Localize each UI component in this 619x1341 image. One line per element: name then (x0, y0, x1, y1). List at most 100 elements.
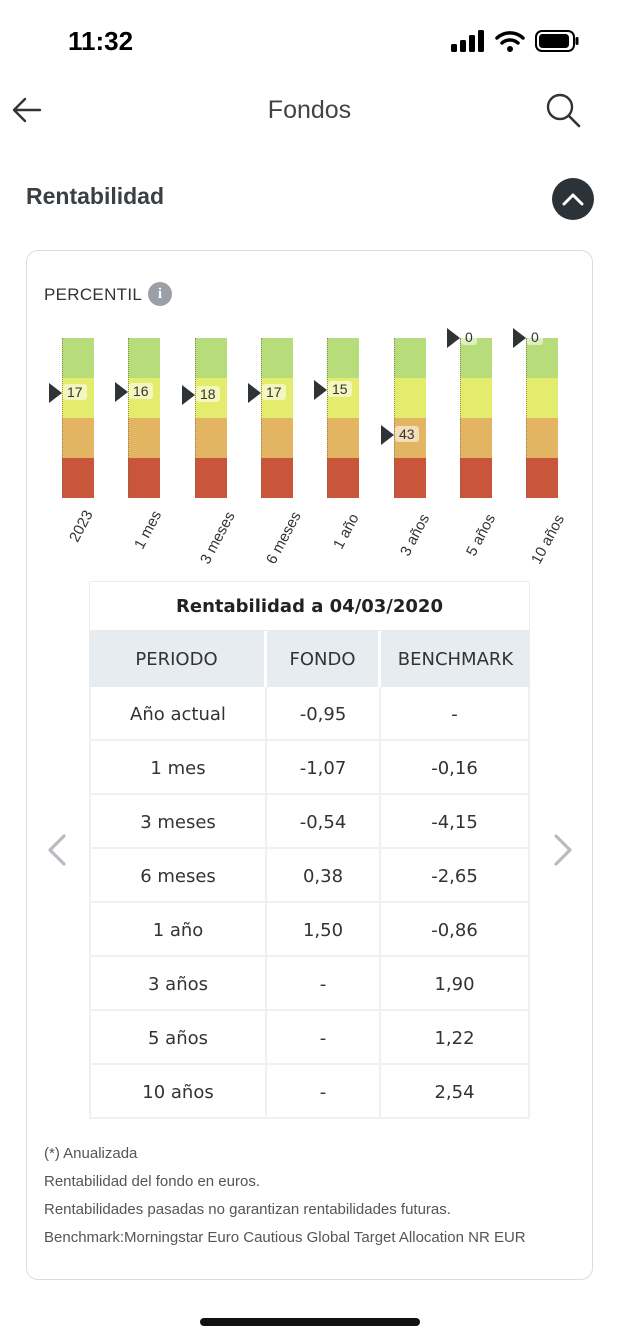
bar-segment-red (128, 458, 160, 498)
bar-segment-orange (128, 418, 160, 458)
x-axis-label: 3 años (396, 511, 433, 560)
percentile-marker (381, 424, 394, 445)
header-periodo: PERIODO (89, 631, 267, 687)
percentile-value: 16 (129, 382, 153, 399)
cell-periodo: Año actual (89, 687, 267, 741)
performance-card (26, 250, 593, 1280)
cell-periodo: 3 años (89, 957, 267, 1011)
x-axis-label: 2023 (65, 507, 97, 545)
back-arrow-icon[interactable] (10, 92, 46, 128)
cell-fondo: - (267, 957, 381, 1011)
cell-fondo: 0,38 (267, 849, 381, 903)
bar-segment-yellow (460, 378, 492, 418)
bar-segment-orange (460, 418, 492, 458)
cellular-signal-icon (451, 30, 484, 52)
battery-icon (535, 30, 579, 52)
bar-segment-red (327, 458, 359, 498)
bar-edge (394, 338, 395, 498)
home-indicator[interactable] (200, 1318, 420, 1326)
bar-segment-green (195, 338, 227, 378)
bar-segment-orange (62, 418, 94, 458)
info-icon[interactable]: i (148, 282, 172, 306)
bar-edge (261, 338, 262, 498)
previous-arrow-icon[interactable] (42, 830, 72, 870)
table-row: 1 mes -1,07 -0,16 (89, 741, 530, 795)
bar-segment-red (526, 458, 558, 498)
bar-edge (526, 338, 527, 498)
collapse-button[interactable] (552, 178, 594, 220)
bar-segment-green (261, 338, 293, 378)
bar-segment-yellow (526, 378, 558, 418)
table-row: 5 años - 1,22 (89, 1011, 530, 1065)
bar-edge (195, 338, 196, 498)
cell-fondo: - (267, 1011, 381, 1065)
chevron-up-icon (562, 193, 584, 206)
cell-fondo: -0,54 (267, 795, 381, 849)
table-caption: Rentabilidad a 04/03/2020 (89, 581, 530, 631)
cell-benchmark: - (381, 687, 530, 741)
table-row: Año actual -0,95 - (89, 687, 530, 741)
percentile-marker (447, 328, 460, 348)
table-header: PERIODO FONDO BENCHMARK (89, 631, 530, 687)
bar-edge (460, 338, 461, 498)
section-title: Rentabilidad (26, 183, 165, 209)
percentil-label: PERCENTIL (44, 285, 143, 304)
status-icons (451, 30, 579, 52)
footnote-disclaimer: Rentabilidades pasadas no garantizan ren… (44, 1201, 451, 1218)
bar-segment-green (128, 338, 160, 378)
header-benchmark: BENCHMARK (397, 648, 514, 670)
percentile-value: 17 (262, 384, 286, 401)
cell-benchmark: -0,16 (381, 741, 530, 795)
bar-segment-orange (261, 418, 293, 458)
bar-segment-orange (195, 418, 227, 458)
status-bar: 11:32 (0, 0, 619, 80)
percentile-value: 0 (527, 329, 543, 345)
bar-segment-orange (327, 418, 359, 458)
percentile-chart: 17 2023 16 1 mes 18 3 meses 17 6 meses 15 1 año 43… (0, 0, 619, 600)
cell-fondo: -0,95 (267, 687, 381, 741)
bar-segment-green (327, 338, 359, 378)
percentile-marker (49, 383, 62, 404)
x-axis-label: 3 meses (196, 508, 239, 567)
percentile-value: 18 (196, 385, 220, 402)
percentile-value: 0 (461, 329, 477, 345)
x-axis-label: 6 meses (262, 508, 305, 567)
bar-segment-green (62, 338, 94, 378)
cell-fondo: 1,50 (267, 903, 381, 957)
percentile-marker (314, 380, 327, 400)
footnote-annualized: (*) Anualizada (44, 1145, 138, 1162)
header-fondo: FONDO (267, 631, 381, 687)
next-arrow-icon[interactable] (548, 830, 578, 870)
cell-benchmark: 1,22 (381, 1011, 530, 1065)
cell-periodo: 6 meses (89, 849, 267, 903)
x-axis-label: 1 año (330, 511, 363, 553)
cell-benchmark: 1,90 (381, 957, 530, 1011)
search-icon[interactable] (543, 90, 583, 130)
navigation-bar: Fondos (0, 80, 619, 142)
bar-segment-red (460, 458, 492, 498)
cell-benchmark: -0,86 (381, 903, 530, 957)
cell-benchmark: -2,65 (381, 849, 530, 903)
percentile-value: 15 (328, 381, 352, 397)
percentile-marker (115, 381, 128, 402)
bar-segment-red (261, 458, 293, 498)
bar-segment-yellow (394, 378, 426, 418)
cell-periodo: 3 meses (89, 795, 267, 849)
status-time: 11:32 (68, 26, 134, 56)
bar-edge (327, 338, 328, 498)
bar-segment-green (394, 338, 426, 378)
percentile-value: 43 (395, 425, 419, 442)
percentile-marker (513, 328, 526, 348)
bar-edge (62, 338, 63, 498)
footnote-benchmark: Benchmark:Morningstar Euro Cautious Glob… (44, 1229, 526, 1246)
table-row: 10 años - 2,54 (89, 1065, 530, 1119)
table-row: 3 años - 1,90 (89, 957, 530, 1011)
bar-segment-red (62, 458, 94, 498)
bar-edge (128, 338, 129, 498)
cell-fondo: - (267, 1065, 381, 1119)
percentile-marker (248, 383, 261, 404)
table-row: 6 meses 0,38 -2,65 (89, 849, 530, 903)
x-axis-label: 5 años (462, 511, 499, 560)
percentile-value: 17 (63, 384, 87, 401)
table-row: 1 año 1,50 -0,86 (89, 903, 530, 957)
